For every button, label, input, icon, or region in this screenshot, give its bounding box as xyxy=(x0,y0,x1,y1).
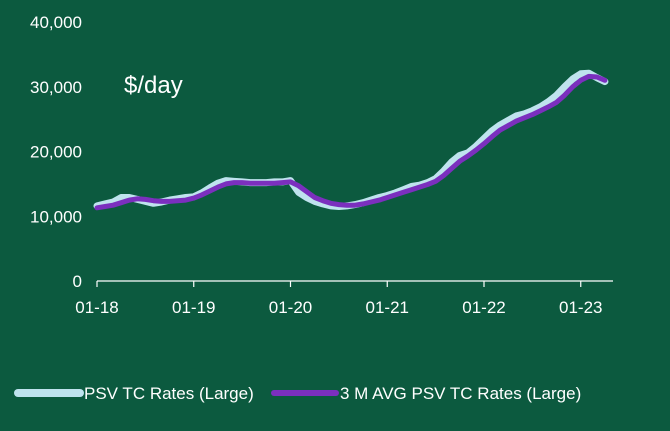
unit-label: $/day xyxy=(124,72,183,99)
x-tick-label: 01-22 xyxy=(462,298,505,317)
y-tick-label: 40,000 xyxy=(30,13,82,32)
series-line-2 xyxy=(94,73,608,211)
series-layer xyxy=(93,69,609,211)
axes: 0 10,000 20,000 30,000 40,000 01-18 01-19 01-20… xyxy=(30,13,613,317)
legend-label-1: PSV TC Rates (Large) xyxy=(84,384,254,403)
x-tick-label: 01-20 xyxy=(269,298,312,317)
y-tick-label: 10,000 xyxy=(30,207,82,226)
y-tick-label: 30,000 xyxy=(30,78,82,97)
y-tick-label: 0 xyxy=(73,272,82,291)
y-tick-label: 20,000 xyxy=(30,143,82,162)
x-tick-label: 01-18 xyxy=(75,298,118,317)
x-tick-label: 01-21 xyxy=(366,298,409,317)
x-tick-label: 01-19 xyxy=(172,298,215,317)
x-tick-label: 01-23 xyxy=(559,298,602,317)
legend: PSV TC Rates (Large) 3 M AVG PSV TC Rates… xyxy=(14,384,581,403)
legend-label-2: 3 M AVG PSV TC Rates (Large) xyxy=(340,384,581,403)
